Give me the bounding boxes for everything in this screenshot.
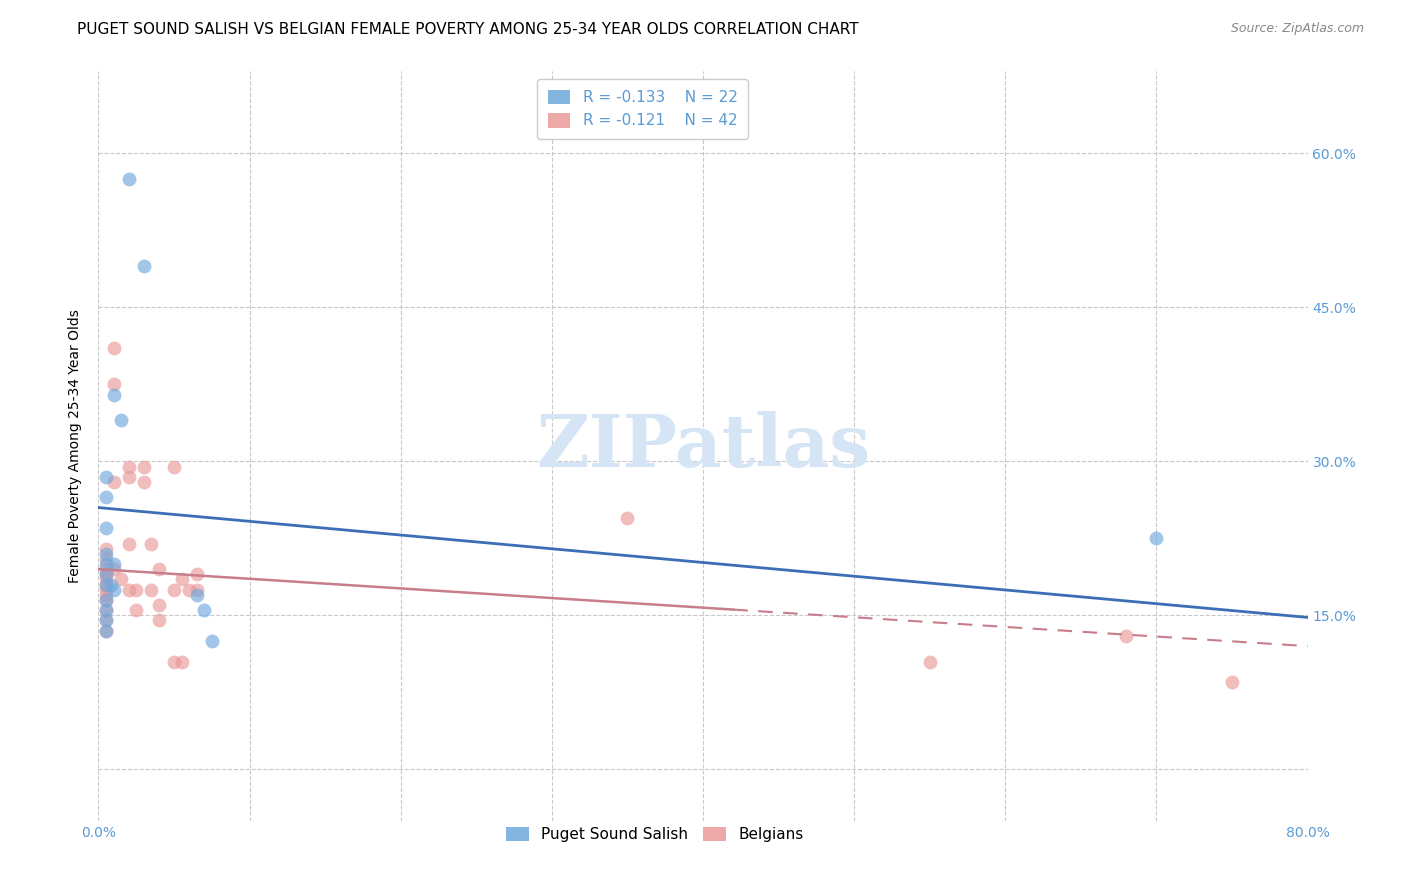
Point — [125, 603, 148, 617]
Legend: Puget Sound Salish, Belgians: Puget Sound Salish, Belgians — [494, 814, 815, 855]
Point — [148, 614, 170, 628]
Text: ZIPatlas: ZIPatlas — [536, 410, 870, 482]
Point — [94, 593, 117, 607]
Point — [132, 475, 155, 489]
Point — [103, 475, 125, 489]
Point — [141, 536, 163, 550]
Point — [94, 614, 117, 628]
Point — [94, 491, 117, 505]
Point — [94, 557, 117, 571]
Point — [94, 547, 117, 561]
Point — [163, 582, 186, 597]
Point — [1220, 675, 1243, 690]
Point — [94, 470, 117, 484]
Point — [100, 577, 122, 591]
Point — [170, 655, 193, 669]
Point — [132, 459, 155, 474]
Point — [103, 582, 125, 597]
Point — [103, 342, 125, 356]
Point — [103, 387, 125, 401]
Point — [148, 562, 170, 576]
Point — [94, 614, 117, 628]
Point — [163, 459, 186, 474]
Point — [193, 603, 215, 617]
Point — [118, 536, 141, 550]
Point — [163, 655, 186, 669]
Point — [186, 588, 208, 602]
Text: PUGET SOUND SALISH VS BELGIAN FEMALE POVERTY AMONG 25-34 YEAR OLDS CORRELATION C: PUGET SOUND SALISH VS BELGIAN FEMALE POV… — [77, 22, 859, 37]
Point — [918, 655, 941, 669]
Point — [94, 624, 117, 638]
Point — [118, 172, 141, 186]
Point — [125, 582, 148, 597]
Point — [94, 562, 117, 576]
Point — [616, 511, 638, 525]
Point — [110, 573, 132, 587]
Point — [94, 521, 117, 535]
Point — [118, 582, 141, 597]
Point — [94, 603, 117, 617]
Point — [103, 557, 125, 571]
Point — [141, 582, 163, 597]
Point — [170, 573, 193, 587]
Point — [186, 567, 208, 582]
Point — [94, 552, 117, 566]
Point — [179, 582, 201, 597]
Point — [1115, 629, 1137, 643]
Point — [94, 567, 117, 582]
Point — [94, 593, 117, 607]
Point — [201, 634, 224, 648]
Point — [148, 598, 170, 612]
Point — [94, 567, 117, 582]
Point — [94, 624, 117, 638]
Point — [94, 603, 117, 617]
Point — [110, 413, 132, 427]
Point — [103, 562, 125, 576]
Point — [94, 541, 117, 556]
Point — [94, 582, 117, 597]
Text: Source: ZipAtlas.com: Source: ZipAtlas.com — [1230, 22, 1364, 36]
Point — [103, 377, 125, 392]
Point — [94, 577, 117, 591]
Point — [1144, 532, 1167, 546]
Point — [186, 582, 208, 597]
Point — [118, 459, 141, 474]
Point — [94, 588, 117, 602]
Point — [94, 573, 117, 587]
Point — [132, 260, 155, 274]
Point — [118, 470, 141, 484]
Y-axis label: Female Poverty Among 25-34 Year Olds: Female Poverty Among 25-34 Year Olds — [69, 309, 83, 583]
Point — [94, 577, 117, 591]
